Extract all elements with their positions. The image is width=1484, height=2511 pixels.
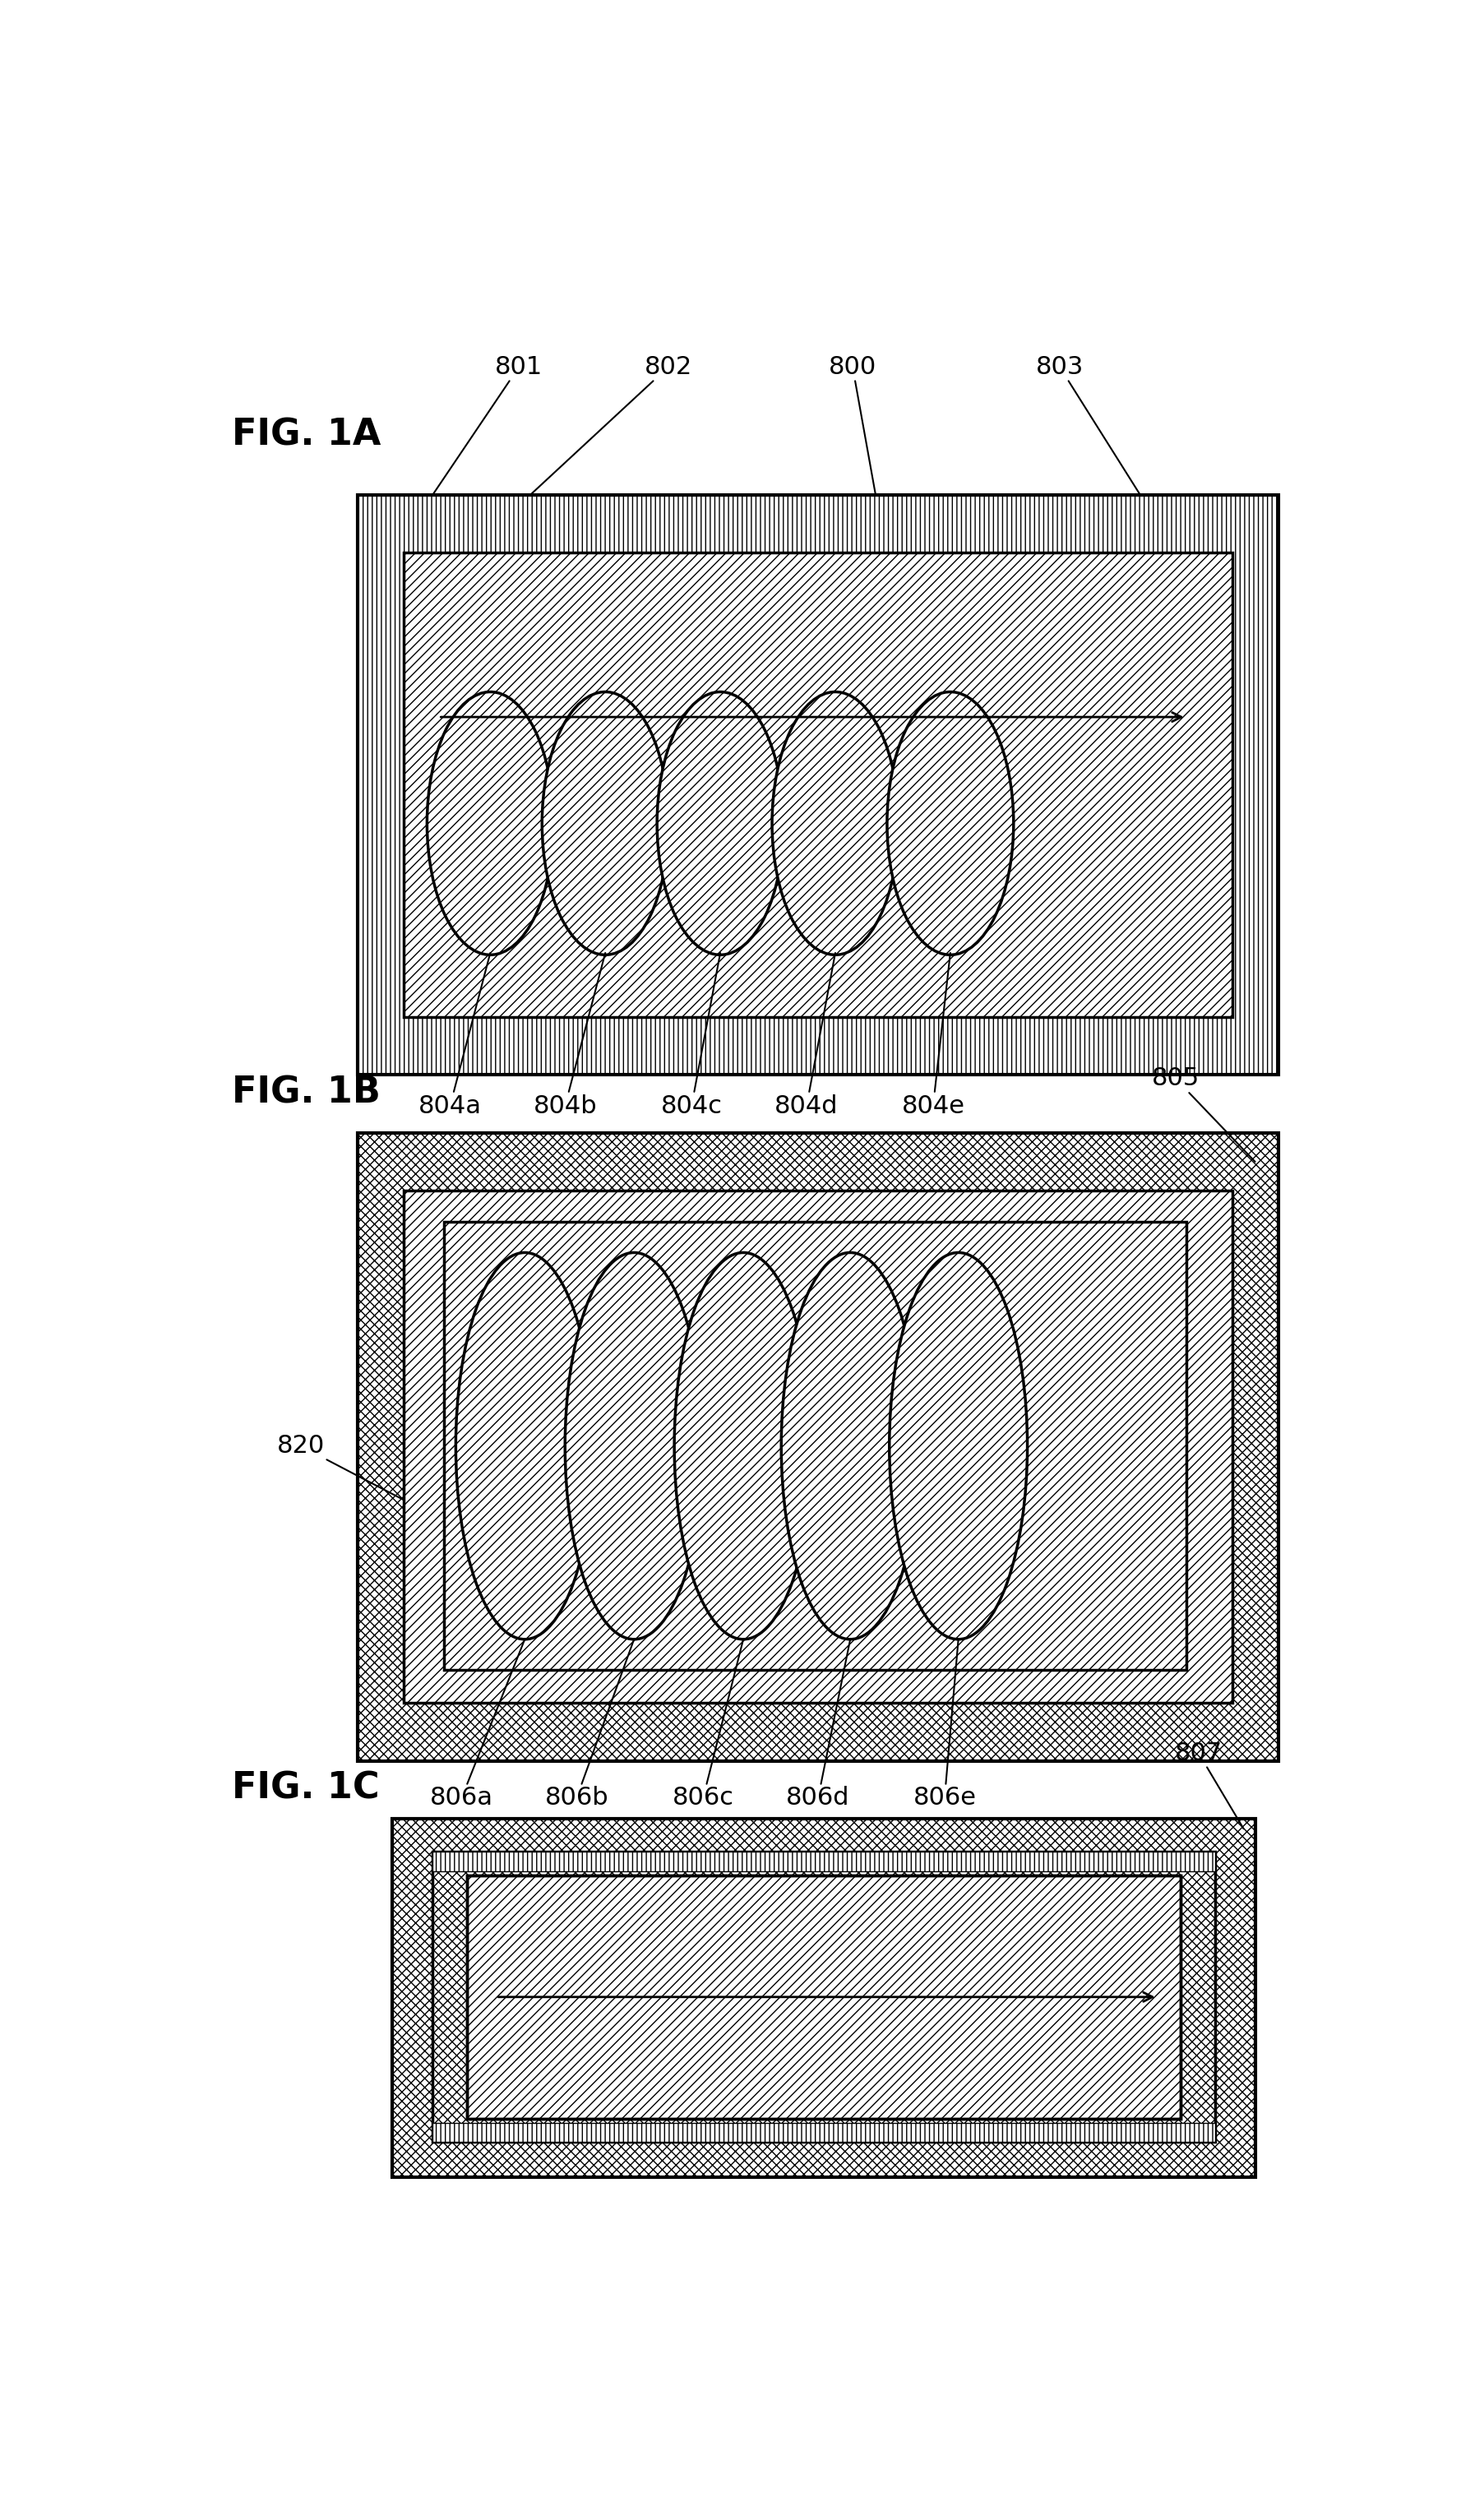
Text: 804b: 804b [533,952,605,1117]
Text: 800: 800 [828,354,877,495]
Text: 804c: 804c [660,952,723,1117]
Text: FIG. 1A: FIG. 1A [232,417,380,452]
Ellipse shape [674,1253,812,1640]
Text: 804a: 804a [418,952,490,1117]
Bar [467,1876,1180,2119]
Text: 801: 801 [433,354,543,495]
Text: 806a: 806a [430,1640,525,1810]
Bar [433,1853,1215,1871]
Bar [358,495,1278,1075]
Bar [467,1876,1180,2119]
Text: 804d: 804d [775,952,838,1117]
Text: 807: 807 [1175,1740,1244,1828]
Ellipse shape [657,693,784,954]
Bar [433,1853,1215,2142]
Ellipse shape [887,693,1014,954]
Bar [404,1190,1232,1702]
Text: 806e: 806e [913,1640,976,1810]
Text: 806b: 806b [545,1640,634,1810]
Bar [358,1132,1278,1760]
Text: 820: 820 [276,1434,404,1499]
Ellipse shape [427,693,554,954]
Text: 802: 802 [531,354,693,495]
Ellipse shape [542,693,669,954]
Text: 805: 805 [1152,1067,1255,1163]
Text: 806c: 806c [672,1640,743,1810]
Ellipse shape [565,1253,703,1640]
Ellipse shape [889,1253,1027,1640]
Ellipse shape [772,693,898,954]
Text: FIG. 1B: FIG. 1B [232,1075,380,1110]
Text: 806d: 806d [787,1640,850,1810]
Ellipse shape [456,1253,594,1640]
Text: FIG. 1C: FIG. 1C [232,1770,380,1805]
Bar [433,2122,1215,2142]
Text: 804e: 804e [901,952,965,1117]
Bar [444,1223,1186,1670]
Ellipse shape [781,1253,919,1640]
Bar [404,552,1232,1017]
Bar [392,1818,1255,2177]
Text: 803: 803 [1036,354,1140,495]
